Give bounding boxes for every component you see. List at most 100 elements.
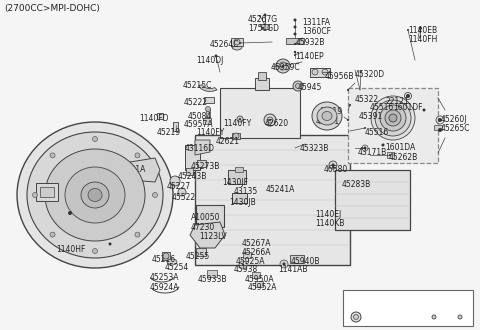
Circle shape <box>312 69 318 75</box>
Bar <box>162 252 170 260</box>
Circle shape <box>371 96 415 140</box>
Text: 45216: 45216 <box>152 255 176 264</box>
Polygon shape <box>190 222 225 248</box>
Text: 45932B: 45932B <box>296 38 325 47</box>
Circle shape <box>259 15 261 17</box>
Ellipse shape <box>88 188 102 202</box>
Polygon shape <box>195 140 210 155</box>
Text: 1123LW: 1123LW <box>56 168 86 177</box>
Text: 1311FA: 1311FA <box>302 18 330 27</box>
Circle shape <box>237 116 243 122</box>
Circle shape <box>239 118 241 120</box>
Bar <box>157 113 163 119</box>
Bar <box>232 193 247 203</box>
Bar <box>231 38 243 46</box>
Text: 45260J: 45260J <box>441 115 468 124</box>
Text: 45084: 45084 <box>188 112 212 121</box>
Circle shape <box>422 109 425 112</box>
Text: 45516: 45516 <box>365 128 389 137</box>
Bar <box>310 68 330 77</box>
Bar <box>348 88 438 163</box>
Text: 91304: 91304 <box>370 292 394 298</box>
Circle shape <box>276 59 290 73</box>
Text: 1140FY: 1140FY <box>223 119 251 128</box>
Text: 45222: 45222 <box>184 98 208 107</box>
Circle shape <box>406 94 410 98</box>
Text: 1140AJ: 1140AJ <box>446 292 474 298</box>
Text: 45940B: 45940B <box>291 257 321 266</box>
Bar <box>36 183 58 201</box>
Bar <box>252 272 260 278</box>
Circle shape <box>234 39 240 45</box>
Polygon shape <box>130 158 160 182</box>
Ellipse shape <box>312 102 342 130</box>
Text: 45267A: 45267A <box>242 239 272 248</box>
Text: 45264C: 45264C <box>210 40 240 49</box>
Text: 45254: 45254 <box>165 263 189 272</box>
Circle shape <box>332 166 334 168</box>
Text: 47230: 47230 <box>191 223 215 232</box>
Text: 45283B: 45283B <box>342 180 371 189</box>
Circle shape <box>283 262 286 266</box>
Circle shape <box>293 32 297 36</box>
Text: 43116D: 43116D <box>185 144 215 153</box>
Ellipse shape <box>167 259 177 265</box>
Ellipse shape <box>232 44 242 50</box>
Bar <box>204 97 214 103</box>
Bar <box>186 168 193 175</box>
Circle shape <box>50 232 55 237</box>
Circle shape <box>68 211 72 215</box>
Text: 45945: 45945 <box>298 83 323 92</box>
Text: 45266A: 45266A <box>242 248 272 257</box>
Circle shape <box>364 127 366 129</box>
Text: 22121: 22121 <box>386 97 410 106</box>
Circle shape <box>264 114 276 126</box>
Circle shape <box>360 71 362 73</box>
Bar <box>232 133 240 139</box>
Circle shape <box>380 105 406 131</box>
Text: 42621: 42621 <box>216 137 240 146</box>
Ellipse shape <box>322 112 332 120</box>
Circle shape <box>347 89 349 91</box>
Circle shape <box>294 43 296 45</box>
Bar <box>286 38 304 44</box>
Circle shape <box>322 69 328 75</box>
Text: 45255: 45255 <box>186 252 210 261</box>
Circle shape <box>50 153 55 158</box>
Circle shape <box>282 65 284 67</box>
Circle shape <box>458 315 462 319</box>
Text: 45938: 45938 <box>234 265 258 274</box>
Circle shape <box>347 119 349 121</box>
Text: 1140EP: 1140EP <box>295 52 324 61</box>
Text: 42620: 42620 <box>265 119 289 128</box>
Text: 45262B: 45262B <box>389 153 418 162</box>
Text: 1601DF: 1601DF <box>393 103 422 112</box>
Circle shape <box>351 312 361 322</box>
Text: A10050: A10050 <box>191 213 220 222</box>
Bar <box>255 78 269 90</box>
Text: 45253A: 45253A <box>150 273 180 282</box>
Text: 45320D: 45320D <box>355 70 385 79</box>
Text: 43171B: 43171B <box>358 148 387 157</box>
Bar <box>261 24 269 29</box>
Circle shape <box>215 54 217 57</box>
Text: 1430JB: 1430JB <box>229 198 256 207</box>
Ellipse shape <box>17 122 173 268</box>
Circle shape <box>279 62 287 70</box>
Circle shape <box>233 133 239 139</box>
Text: 45267G: 45267G <box>248 15 278 24</box>
Circle shape <box>108 243 111 246</box>
Text: 1601DA: 1601DA <box>385 143 415 152</box>
Circle shape <box>293 18 297 21</box>
Bar <box>335 170 410 230</box>
Text: 45957A: 45957A <box>184 120 214 129</box>
Bar <box>40 187 54 197</box>
Circle shape <box>332 163 335 167</box>
Text: 45273B: 45273B <box>191 162 220 171</box>
Circle shape <box>239 42 241 44</box>
Text: 45952A: 45952A <box>248 283 277 292</box>
Circle shape <box>264 14 266 16</box>
Text: 45231A: 45231A <box>117 165 146 174</box>
Circle shape <box>135 153 140 158</box>
Circle shape <box>294 51 296 53</box>
